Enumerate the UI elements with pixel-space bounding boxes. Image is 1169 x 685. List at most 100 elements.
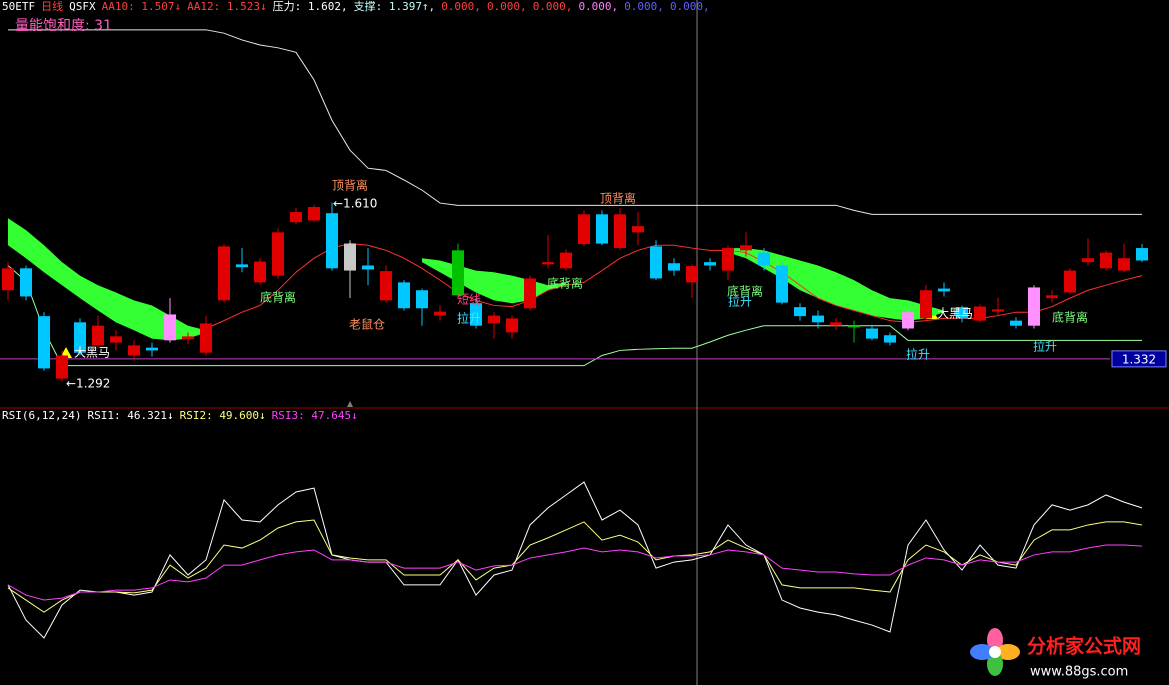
header-item: 0.000, [624,0,664,13]
candle-body [776,265,788,303]
annotation: 拉升 [906,347,930,362]
candle-body [866,328,878,339]
indicator-line [8,29,1142,215]
candle-body [2,268,14,291]
header-item: 支撑: 1.397↑, [353,0,436,13]
candle-body [398,282,410,309]
candle-body [578,214,590,245]
candle-body [740,245,752,251]
candle-body [488,315,500,324]
candle-body [434,311,446,316]
header-item: 0.000, [669,0,710,13]
annotation: 底背离 [260,290,296,305]
candle-body [290,212,302,223]
candle-body [506,318,518,333]
header-item: RSI1: 46.321↓ [87,409,174,422]
marker [347,401,353,407]
candle-body [848,325,860,328]
candle-body [74,322,86,353]
header-item: RSI2: 49.600↓ [179,409,266,422]
annotation: 底背离 [1052,310,1088,325]
candle-body [992,309,1004,312]
header-item: 0.000, [532,0,573,13]
flower-center [989,646,1001,658]
indicator-line [7,265,1142,367]
annotation: 拉升 [728,294,752,309]
candle-body [650,246,662,279]
rsi-title: RSI(6,12,24) [2,409,82,422]
petal [987,652,1003,676]
rsi-line [7,519,1143,613]
candle-body [92,325,104,346]
candle-body [1046,295,1058,299]
price-label-box [1111,350,1167,368]
candle-body [326,213,338,269]
annotation: 大黑马 [74,346,110,360]
candle-body [308,207,320,221]
header-item: 0.000, [441,0,481,13]
candle-body [668,263,680,271]
candle-body [812,315,824,323]
candle-body [452,250,464,296]
candle-body [164,314,176,341]
annotation: ←1.292 [66,377,110,391]
candle-body [416,290,428,309]
signal-triangle [60,347,72,358]
candle-body [686,266,698,283]
petal [996,644,1020,660]
candle-body [1064,270,1076,293]
candle-body [56,355,68,379]
candle-body [470,303,482,326]
annotation: 顶背离 [600,191,636,206]
rsi-line [7,481,1143,639]
petal [987,628,1003,652]
header-item: AA12: 1.523↓ [187,0,267,13]
candle-body [146,347,158,351]
annotation: 拉升 [1033,339,1057,354]
annotation: 大黑马 [937,307,973,321]
annotation: 短线 [457,293,481,307]
candle-body [632,226,644,233]
band [8,218,206,341]
candle-body [722,248,734,271]
header-item: 0.000, [486,0,527,13]
header-item: 日线 [41,0,64,13]
candle-body [182,336,194,340]
header-item: QSFX [69,0,96,13]
header-item: RSI3: 47.645↓ [271,409,358,422]
watermark-name: 分析家公式网 [1027,635,1141,658]
candle-body [20,268,32,297]
candle-body [128,345,140,356]
candle-body [560,252,572,269]
petal [970,644,994,660]
symbol: 50ETF [2,0,36,13]
candle-body [1100,252,1112,269]
candle-body [200,323,212,353]
rsi-header: RSI(6,12,24) RSI1: 46.321↓ RSI2: 49.600↓ RS… [2,409,364,422]
candle-body [956,307,968,319]
candle-body [1082,258,1094,263]
candle-body [542,262,554,265]
candle-body [1118,258,1130,271]
candle-body [938,288,950,292]
annotation: 顶背离 [332,178,368,193]
annotation: 拉升 [457,311,481,326]
header-item: 0.000, [578,0,619,13]
watermark-url: www.88gs.com [1030,665,1128,680]
logo [970,628,1020,676]
price-label: 1.332 [1122,352,1156,366]
annotation: 底背离 [547,276,583,291]
candle-body [1028,287,1040,326]
candle-body [704,262,716,266]
band [422,258,566,304]
header-item: AA10: 1.507↓ [101,0,182,13]
rsi-line [7,544,1143,601]
candle-body [524,278,536,309]
annotation: ←1.610 [333,197,377,211]
candle-body [596,214,608,244]
annotation: 底背离 [727,284,763,299]
candle-body [254,261,266,283]
candle-body [794,307,806,317]
